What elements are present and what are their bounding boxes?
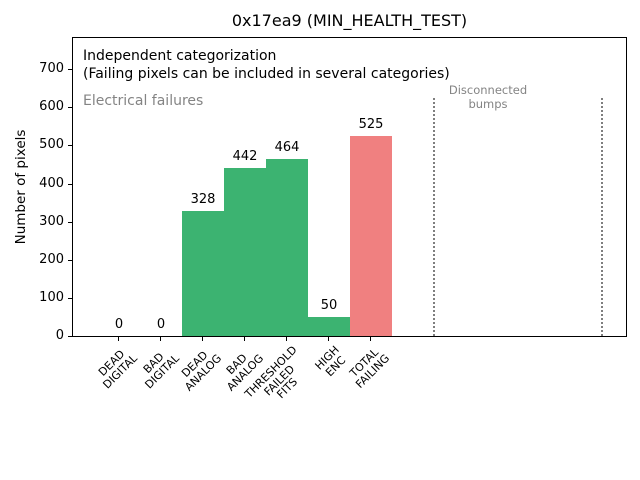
y-tick-mark: [68, 184, 72, 185]
bar-threshold-failed-fits: [266, 159, 308, 336]
x-tick-label-dead-analog: DEAD ANALOG: [178, 348, 224, 394]
x-tick-mark: [118, 337, 119, 341]
bar-total-failing: [350, 136, 392, 336]
x-tick-mark: [202, 337, 203, 341]
x-tick-mark: [328, 337, 329, 341]
bar-high-enc: [308, 317, 350, 336]
x-tick-label-dead-digital: DEAD DIGITAL: [95, 347, 140, 392]
bar-value-label: 442: [232, 149, 258, 164]
bar-bad-analog: [224, 168, 266, 336]
x-tick-label-bad-digital: BAD DIGITAL: [140, 350, 182, 392]
annotation-independent-categorization: Independent categorization (Failing pixe…: [83, 48, 450, 82]
y-tick-label: 700: [39, 61, 64, 76]
y-tick-label: 100: [39, 290, 64, 305]
x-tick-mark: [244, 337, 245, 341]
y-tick-mark: [68, 298, 72, 299]
y-tick-mark: [68, 336, 72, 337]
bar-value-label: 525: [358, 117, 384, 132]
dotted-divider-line-1: [433, 98, 436, 336]
x-tick-label-total-failing: TOTAL FAILING: [347, 345, 392, 391]
y-tick-mark: [68, 145, 72, 146]
bar-value-label: 50: [320, 298, 338, 313]
x-tick-mark: [160, 337, 161, 341]
annotation-disconnected-bumps: Disconnected bumps: [448, 83, 528, 111]
y-tick-mark: [68, 260, 72, 261]
y-tick-mark: [68, 107, 72, 108]
y-tick-label: 0: [55, 328, 64, 343]
annotation-electrical-failures: Electrical failures: [83, 93, 204, 109]
bar-dead-analog: [182, 211, 224, 336]
x-tick-mark: [286, 337, 287, 341]
y-tick-label: 200: [39, 252, 64, 267]
chart-title: 0x17ea9 (MIN_HEALTH_TEST): [231, 11, 468, 30]
y-tick-label: 400: [39, 176, 64, 191]
y-tick-label: 500: [39, 137, 64, 152]
x-tick-label-high-enc: HIGH ENC: [312, 343, 348, 379]
y-tick-label: 600: [39, 99, 64, 114]
bar-value-label: 0: [114, 317, 124, 332]
y-tick-label: 300: [39, 214, 64, 229]
x-tick-mark: [370, 337, 371, 341]
bar-value-label: 464: [274, 140, 300, 155]
y-tick-mark: [68, 69, 72, 70]
plot-area: 0 0 328 442 464 50 525 Independent categorizat…: [72, 37, 627, 337]
bar-value-label: 0: [156, 317, 166, 332]
bar-value-label: 328: [190, 192, 216, 207]
dotted-divider-line-2: [601, 98, 604, 336]
y-tick-mark: [68, 222, 72, 223]
